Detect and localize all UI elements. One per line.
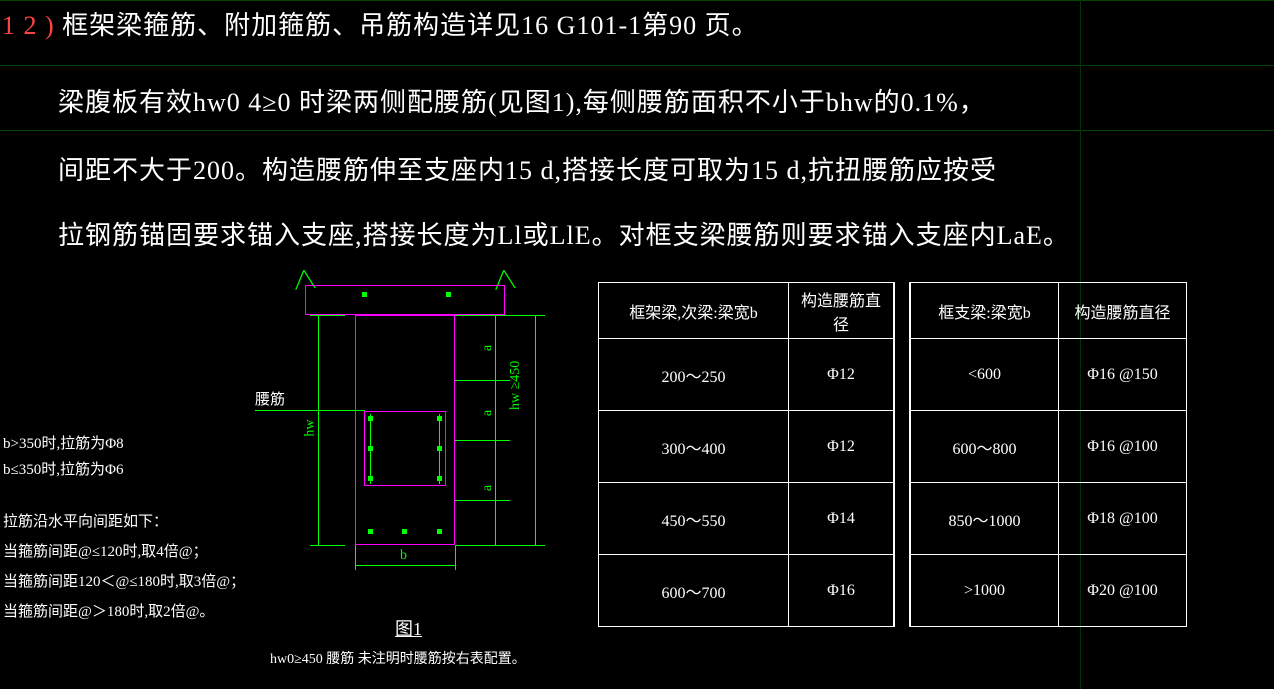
t1-h1: 框架梁,次梁:梁宽b: [599, 283, 789, 339]
stirrup-box: [364, 411, 446, 486]
t2c: Φ16 @150: [1059, 339, 1187, 411]
leader-line: [255, 410, 365, 411]
line4: 拉钢筋锚固要求锚入支座,搭接长度为Ll或LlE。对框支梁腰筋则要求锚入支座内La…: [58, 215, 1070, 252]
item-number-text: 1 2 ): [2, 11, 55, 40]
dim-a2: a: [480, 410, 496, 416]
dim-hw450: hw ≥450: [508, 290, 524, 410]
rebar-tables: 框架梁,次梁:梁宽b 构造腰筋直径 200～250Φ12 300～400Φ12 …: [598, 282, 1187, 627]
dim-b: b: [400, 548, 407, 564]
t1c: Φ14: [789, 483, 894, 555]
dim-a3: a: [480, 485, 496, 491]
t1c: 200～250: [599, 339, 789, 411]
t2c: Φ16 @100: [1059, 411, 1187, 483]
side-note4: 当箍筋间距@≤120时,取4倍@；: [3, 540, 208, 561]
table-frame-beam: 框架梁,次梁:梁宽b 构造腰筋直径 200～250Φ12 300～400Φ12 …: [598, 282, 894, 627]
t2-h2: 构造腰筋直径: [1059, 283, 1187, 339]
item-number: 1 2 ) 框架梁箍筋、附加箍筋、吊筋构造详见16 G101-1第90 页。: [2, 5, 759, 42]
waist-bar-label: 腰筋: [255, 388, 285, 409]
t1c: 300～400: [599, 411, 789, 483]
table-support-beam: 框支梁:梁宽b 构造腰筋直径 <600Φ16 @150 600～800Φ16 @…: [910, 282, 1187, 627]
side-note5: 当箍筋间距120＜@≤180时,取3倍@；: [3, 570, 245, 591]
t2c: <600: [911, 339, 1059, 411]
side-note2: b≤350时,拉筋为Φ6: [3, 458, 123, 479]
side-note3: 拉筋沿水平向间距如下：: [3, 510, 168, 531]
figure-caption: hw0≥450 腰筋 未注明时腰筋按右表配置。: [270, 648, 526, 668]
t2-h1: 框支梁:梁宽b: [911, 283, 1059, 339]
side-note6: 当箍筋间距@＞180时,取2倍@。: [3, 600, 214, 621]
t2c: >1000: [911, 555, 1059, 627]
dim-hw: hw: [303, 419, 319, 436]
side-note1: b>350时,拉筋为Φ8: [3, 432, 124, 453]
line1-text: 框架梁箍筋、附加箍筋、吊筋构造详见16 G101-1第90 页。: [62, 11, 758, 40]
t1-h2: 构造腰筋直径: [789, 283, 894, 339]
t2c: 600～800: [911, 411, 1059, 483]
t2c: Φ20 @100: [1059, 555, 1187, 627]
dim-a1: a: [480, 345, 496, 351]
beam-web: [355, 315, 455, 545]
t1c: 600～700: [599, 555, 789, 627]
line3: 间距不大于200。构造腰筋伸至支座内15 d,搭接长度可取为15 d,抗扭腰筋应…: [58, 150, 997, 187]
beam-top-flange: [305, 285, 505, 315]
t2c: 850～1000: [911, 483, 1059, 555]
t2c: Φ18 @100: [1059, 483, 1187, 555]
beam-section-diagram: ╱╲ ╱╲ 腰筋 hw a a a hw ≥450 b 图: [240, 280, 590, 650]
t1c: 450～550: [599, 483, 789, 555]
figure-title: 图1: [395, 615, 422, 641]
t1c: Φ12: [789, 339, 894, 411]
t1c: Φ16: [789, 555, 894, 627]
line2: 梁腹板有效hw0 4≥0 时梁两侧配腰筋(见图1),每侧腰筋面积不小于bhw的0…: [58, 82, 986, 119]
t1c: Φ12: [789, 411, 894, 483]
